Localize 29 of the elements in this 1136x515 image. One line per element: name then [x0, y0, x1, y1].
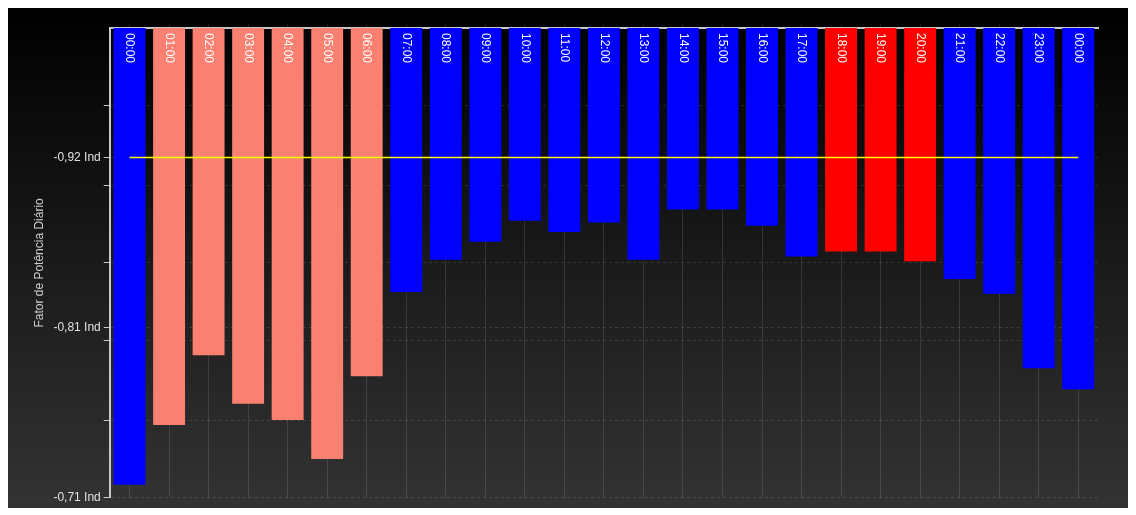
x-tick-label: 06:00	[360, 33, 375, 64]
y-tick-label: -0,71 Ind	[53, 490, 101, 505]
x-tick-label: 15:00	[716, 33, 731, 64]
x-tick-label: 20:00	[913, 33, 928, 64]
x-tick-label: 05:00	[320, 33, 335, 64]
x-tick-label: 00:00	[1071, 33, 1086, 64]
x-tick-label: 01:00	[162, 33, 177, 64]
x-tick-label: 16:00	[755, 33, 770, 64]
x-tick-label: 22:00	[992, 33, 1007, 64]
x-tick-label: 12:00	[597, 33, 612, 64]
x-tick-label: 17:00	[795, 33, 810, 64]
x-tick-label: 08:00	[439, 33, 454, 64]
x-tick-label: 23:00	[1032, 33, 1047, 64]
x-tick-label: 13:00	[637, 33, 652, 64]
x-tick-label: 03:00	[241, 33, 256, 64]
x-tick-label: 09:00	[478, 33, 493, 64]
x-tick-label: 19:00	[874, 33, 889, 64]
x-tick-label: 18:00	[834, 33, 849, 64]
y-tick-label: -0,81 Ind	[53, 320, 101, 335]
x-tick-label: 10:00	[518, 33, 533, 64]
x-tick-label: 04:00	[281, 33, 296, 64]
x-tick-label: 14:00	[676, 33, 691, 64]
x-tick-label: 02:00	[202, 33, 217, 64]
x-tick-label: 07:00	[399, 33, 414, 64]
y-tick-label: -0,92 Ind	[53, 149, 101, 164]
x-tick-label: 11:00	[558, 33, 573, 63]
x-tick-label: 00:00	[123, 33, 138, 64]
y-axis-title: Fator de Potência Diário	[31, 197, 46, 328]
x-tick-label: 21:00	[953, 33, 968, 64]
